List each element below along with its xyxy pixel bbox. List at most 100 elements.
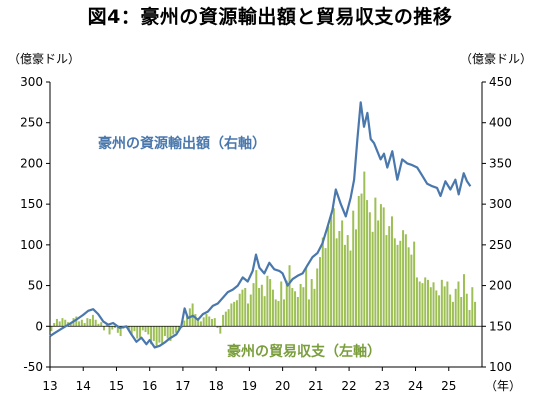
trade-balance-bar xyxy=(382,207,385,327)
trade-balance-bar xyxy=(468,310,471,327)
x-tick-label: 17 xyxy=(175,379,190,393)
trade-balance-bar xyxy=(393,238,396,327)
trade-balance-bar xyxy=(53,323,56,327)
trade-balance-bar xyxy=(241,289,244,327)
trade-balance-bar xyxy=(402,230,405,327)
trade-balance-bar xyxy=(61,318,64,327)
trade-balance-bar xyxy=(360,193,363,327)
trade-balance-bar xyxy=(388,226,391,327)
trade-balance-bar xyxy=(114,326,117,328)
trade-balance-bar xyxy=(296,296,299,327)
y-right-tick-label: 350 xyxy=(489,156,512,170)
trade-balance-bar xyxy=(313,288,316,327)
trade-balance-bar xyxy=(418,281,421,327)
trade-balance-bar xyxy=(463,274,465,327)
trade-balance-bar xyxy=(374,197,377,327)
trade-balance-bar xyxy=(274,299,277,327)
trade-balance-bar xyxy=(474,301,477,327)
trade-balance-bar xyxy=(144,326,147,332)
trade-balance-bar xyxy=(105,324,108,327)
trade-balance-bar xyxy=(454,288,457,327)
trade-balance-bar xyxy=(319,257,321,327)
trade-balance-bar xyxy=(244,288,247,327)
trade-balance-bar xyxy=(352,210,355,327)
trade-balance-bar xyxy=(108,326,111,335)
trade-balance-bar xyxy=(130,326,133,335)
trade-balance-bar xyxy=(208,316,211,327)
trade-balance-bar xyxy=(75,316,78,327)
trade-balance-bar xyxy=(83,323,86,327)
trade-balance-bar xyxy=(227,309,230,327)
x-tick-label: 23 xyxy=(375,379,390,393)
x-tick-label: 13 xyxy=(42,379,57,393)
trade-balance-bar xyxy=(139,326,141,338)
trade-balance-bar xyxy=(91,314,94,327)
trade-balance-bar xyxy=(385,235,388,327)
trade-balance-bar xyxy=(183,320,186,327)
y-left-tick-label: 250 xyxy=(20,116,43,130)
x-tick-label: 14 xyxy=(76,379,91,393)
trade-balance-bar xyxy=(421,283,424,327)
trade-balance-bar xyxy=(58,321,61,327)
trade-balance-bar xyxy=(158,326,161,343)
trade-balance-bar xyxy=(249,294,252,327)
trade-balance-bar xyxy=(172,326,175,335)
trade-balance-bar xyxy=(404,234,407,327)
trade-balance-bar xyxy=(169,326,172,341)
trade-balance-bar xyxy=(429,287,432,327)
trade-balance-bar xyxy=(64,319,67,327)
trade-balance-bar xyxy=(280,281,283,327)
y-left-tick-label: 0 xyxy=(35,319,43,333)
resource-exports-label: 豪州の資源輸出額（右軸） xyxy=(98,135,266,152)
x-tick-label: 18 xyxy=(209,379,224,393)
trade-balance-bar xyxy=(305,267,308,327)
trade-balance-bar xyxy=(235,300,238,327)
trade-balance-bar xyxy=(341,220,344,327)
trade-balance-bar xyxy=(283,299,285,327)
trade-balance-bar xyxy=(446,281,449,327)
trade-balance-bar xyxy=(55,318,58,327)
x-tick-label: 22 xyxy=(341,379,356,393)
trade-balance-bar xyxy=(424,277,427,327)
trade-balance-bar xyxy=(396,244,399,327)
trade-balance-bar xyxy=(255,270,258,327)
trade-balance-bar xyxy=(277,301,280,327)
trade-balance-bar xyxy=(141,326,144,331)
x-axis-unit: （年） xyxy=(485,379,521,393)
trade-balance-bar xyxy=(133,326,136,332)
trade-balance-bar xyxy=(263,296,266,327)
trade-balance-bar xyxy=(213,318,216,327)
trade-balance-bar xyxy=(150,326,153,345)
trade-balance-bar xyxy=(202,317,205,327)
trade-balance-bar xyxy=(310,279,313,327)
trade-balance-bar xyxy=(127,326,130,330)
y-left-tick-label: 150 xyxy=(20,197,43,211)
trade-balance-bar xyxy=(238,293,241,327)
trade-balance-bar xyxy=(100,322,103,327)
trade-balance-bar xyxy=(247,303,249,327)
trade-balance-bar xyxy=(307,299,310,327)
trade-balance-bar xyxy=(413,241,416,327)
trade-balance-bar xyxy=(80,319,83,327)
trade-balance-bar xyxy=(357,196,360,327)
trade-balance-bar xyxy=(230,303,233,327)
trade-balance-bar xyxy=(415,277,418,327)
trade-balance-bar xyxy=(291,288,294,327)
trade-balance-bar xyxy=(451,301,454,327)
trade-balance-bar xyxy=(457,281,460,327)
trade-balance-bar xyxy=(155,326,158,347)
trade-balance-bar xyxy=(205,314,208,327)
trade-balance-bar xyxy=(216,326,219,328)
trade-balance-bar xyxy=(327,226,330,327)
trade-balance-bar xyxy=(335,238,338,327)
trade-balance-bar xyxy=(443,286,446,327)
trade-balance-bar xyxy=(136,326,139,339)
x-tick-label: 21 xyxy=(308,379,323,393)
trade-balance-bar xyxy=(438,295,441,327)
trade-balance-bar xyxy=(316,268,319,327)
trade-balance-bar xyxy=(363,171,366,327)
y-right-tick-label: 300 xyxy=(489,197,512,211)
trade-balance-bar xyxy=(435,290,438,327)
right-axis-unit: （億豪ドル） xyxy=(459,52,532,66)
